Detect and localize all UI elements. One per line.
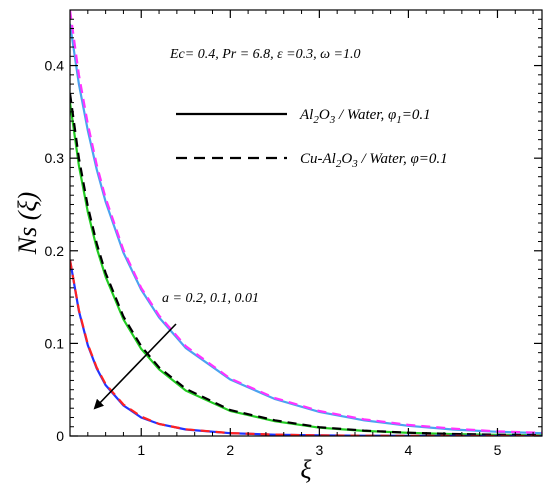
y-tick-label: 0 bbox=[56, 428, 64, 444]
y-tick-label: 0.4 bbox=[45, 58, 65, 74]
series-layer bbox=[70, 10, 542, 436]
legend-entry-2-label: Cu-Al2O3 / Water, φ=0.1 bbox=[300, 151, 448, 170]
x-axis-title: ξ bbox=[300, 455, 312, 484]
plot-frame bbox=[69, 9, 543, 437]
tick-layer: 1 2 3 4 5 0 0.1 0.2 0.3 0.4 bbox=[45, 10, 542, 458]
x-tick-label: 1 bbox=[137, 442, 145, 458]
series-line-1 bbox=[70, 23, 542, 435]
x-tick-label: 3 bbox=[315, 442, 323, 458]
series-line-2 bbox=[70, 10, 542, 434]
x-tick-label: 5 bbox=[494, 442, 502, 458]
legend: Al2O3 / Water, φ1=0.1 Cu-Al2O3 / Water, … bbox=[176, 107, 448, 170]
series-line-4 bbox=[70, 93, 542, 436]
series-line-6 bbox=[70, 259, 542, 436]
legend-entry-1-label: Al2O3 / Water, φ1=0.1 bbox=[299, 107, 431, 126]
annotation-arrow bbox=[93, 323, 177, 410]
parameter-note: Ec= 0.4, Pr = 6.8, ε =0.3, ω =1.0 bbox=[169, 47, 360, 62]
y-tick-label: 0.2 bbox=[45, 243, 65, 259]
y-tick-label: 0.3 bbox=[45, 150, 65, 166]
y-tick-label: 0.1 bbox=[45, 335, 65, 351]
x-tick-label: 2 bbox=[226, 442, 234, 458]
parameter-annotation: a = 0.2, 0.1, 0.01 bbox=[162, 291, 259, 306]
x-tick-label: 4 bbox=[405, 442, 413, 458]
y-axis-title: Ns (ξ) bbox=[13, 192, 42, 255]
